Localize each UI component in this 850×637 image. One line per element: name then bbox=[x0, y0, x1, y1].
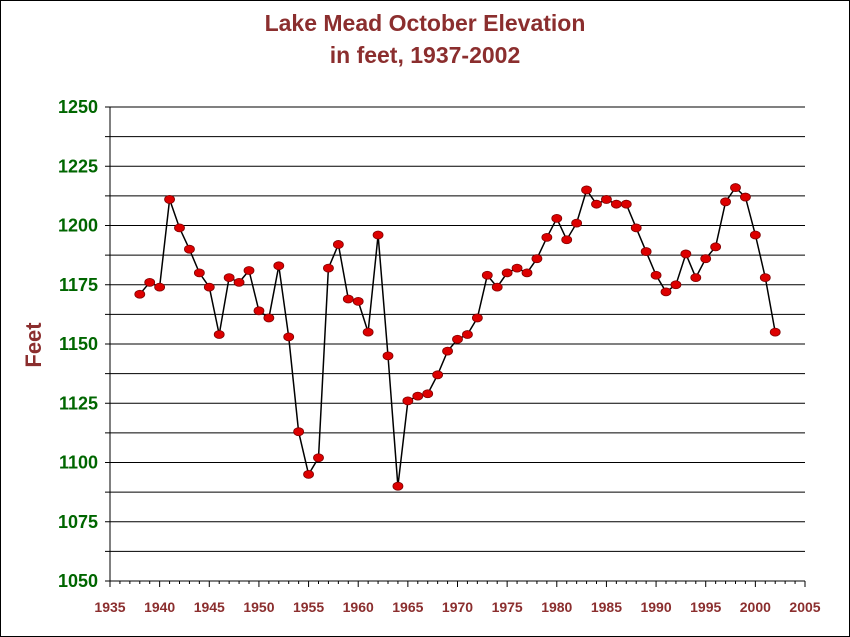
data-point bbox=[382, 351, 394, 361]
x-tick-label: 1950 bbox=[243, 599, 274, 615]
data-point bbox=[730, 183, 741, 192]
data-point bbox=[174, 223, 185, 233]
data-point bbox=[581, 185, 592, 195]
data-point bbox=[134, 289, 146, 299]
data-point bbox=[720, 197, 731, 207]
data-point bbox=[432, 370, 444, 380]
data-point bbox=[243, 266, 255, 275]
data-point bbox=[452, 334, 463, 344]
data-point bbox=[223, 273, 235, 283]
data-point bbox=[471, 313, 483, 323]
data-point bbox=[184, 244, 195, 254]
data-point bbox=[213, 330, 225, 339]
data-point bbox=[273, 261, 285, 271]
data-point bbox=[253, 306, 265, 316]
data-point bbox=[313, 453, 324, 463]
data-point bbox=[193, 268, 205, 278]
y-tick-label: 1125 bbox=[59, 393, 98, 413]
y-tick-label: 1250 bbox=[58, 97, 98, 117]
data-point bbox=[362, 327, 374, 337]
x-tick-label: 1965 bbox=[392, 599, 423, 615]
data-point bbox=[164, 195, 175, 204]
axes bbox=[105, 106, 806, 587]
x-tick-label: 1940 bbox=[144, 599, 175, 615]
data-point bbox=[352, 296, 364, 306]
data-point bbox=[640, 247, 652, 256]
data-point bbox=[372, 230, 384, 240]
y-tick-label: 1175 bbox=[59, 275, 98, 295]
data-point bbox=[462, 330, 473, 339]
data-point bbox=[511, 263, 523, 273]
data-point bbox=[660, 287, 672, 297]
data-point bbox=[422, 389, 434, 399]
data-point bbox=[402, 396, 414, 406]
data-point bbox=[571, 218, 583, 228]
data-point bbox=[283, 332, 295, 342]
data-point bbox=[620, 199, 632, 209]
data-point bbox=[610, 199, 622, 209]
chart-title-line-2: in feet, 1937-2002 bbox=[330, 42, 521, 68]
data-point bbox=[541, 232, 553, 242]
data-point bbox=[263, 313, 275, 323]
data-point bbox=[630, 223, 642, 233]
data-point bbox=[412, 391, 424, 401]
data-point bbox=[481, 270, 493, 280]
x-tick-label: 1960 bbox=[343, 599, 374, 615]
x-tick-label: 1935 bbox=[94, 599, 125, 615]
data-point bbox=[501, 268, 513, 278]
data-point bbox=[551, 213, 563, 223]
data-point bbox=[342, 294, 354, 304]
x-tick-label: 1990 bbox=[640, 599, 671, 615]
data-point bbox=[332, 240, 344, 249]
y-tick-label: 1150 bbox=[59, 334, 98, 354]
data-point bbox=[392, 481, 404, 491]
data-point bbox=[203, 282, 215, 292]
data-point bbox=[759, 273, 771, 283]
data-point bbox=[561, 235, 573, 245]
x-tick-label: 1955 bbox=[293, 599, 324, 615]
x-tick-label: 1980 bbox=[541, 599, 572, 615]
data-point bbox=[521, 268, 533, 278]
y-tick-label: 1200 bbox=[58, 216, 98, 236]
data-point bbox=[749, 230, 761, 240]
y-axis-label: Feet bbox=[21, 322, 46, 368]
y-tick-label: 1100 bbox=[59, 453, 98, 473]
data-point bbox=[531, 254, 543, 264]
y-tick-label: 1225 bbox=[58, 156, 98, 176]
x-tick-label: 1945 bbox=[194, 599, 225, 615]
data-point bbox=[144, 277, 156, 287]
chart-title-line-1: Lake Mead October Elevation bbox=[265, 10, 586, 36]
x-tick-label: 1970 bbox=[442, 599, 473, 615]
y-tick-labels: 1050 1075 1100 1125 1150 1175 1200 1225 1250 bbox=[58, 97, 98, 591]
data-point bbox=[740, 192, 751, 202]
x-tick-label: 2005 bbox=[789, 599, 820, 615]
x-tick-label: 1975 bbox=[492, 599, 523, 615]
data-point bbox=[303, 469, 314, 479]
data-point bbox=[601, 195, 612, 204]
data-point bbox=[690, 273, 702, 283]
x-tick-label: 2000 bbox=[740, 599, 771, 615]
x-tick-label: 1995 bbox=[690, 599, 721, 615]
x-tick-label: 1985 bbox=[591, 599, 622, 615]
y-tick-label: 1075 bbox=[58, 512, 98, 532]
gridlines bbox=[110, 106, 805, 552]
data-point bbox=[710, 242, 722, 252]
x-tick-labels: 1935 1940 1945 1950 1955 1960 1965 1970 1975 1980… bbox=[94, 599, 820, 615]
data-point bbox=[491, 282, 503, 292]
data-point bbox=[293, 427, 305, 437]
data-point bbox=[650, 270, 662, 280]
data-point bbox=[769, 327, 781, 337]
data-point bbox=[233, 277, 245, 287]
data-point bbox=[680, 249, 692, 259]
series-elevation bbox=[134, 183, 781, 491]
data-point bbox=[442, 346, 453, 356]
y-tick-label: 1050 bbox=[58, 571, 98, 591]
data-point bbox=[670, 280, 682, 290]
data-point bbox=[591, 199, 602, 209]
data-point bbox=[154, 282, 166, 292]
data-point bbox=[323, 263, 334, 273]
data-point bbox=[700, 254, 712, 264]
